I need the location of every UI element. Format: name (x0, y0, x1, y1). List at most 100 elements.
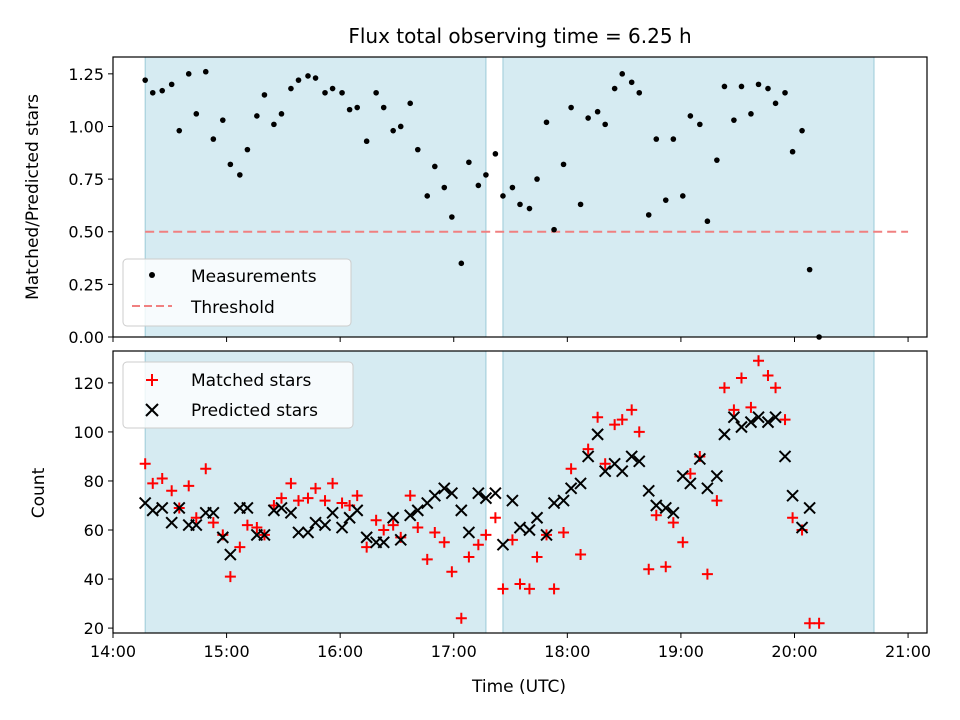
measurement-point (458, 260, 465, 267)
predicted-stars-point (165, 516, 178, 529)
measurement-point (517, 201, 523, 208)
predicted-stars-point (530, 511, 544, 524)
x-tick-label: 17:00 (431, 642, 477, 661)
predicted-stars-point (506, 494, 519, 507)
top-shaded-interval (502, 56, 875, 338)
bottom-legend-box (122, 361, 354, 429)
x-tick-label: 15:00 (204, 642, 250, 661)
predicted-stars-point (403, 509, 417, 522)
measurement-point (159, 87, 166, 94)
predicted-stars-point (625, 450, 638, 463)
measurement-point (738, 83, 745, 90)
measurement-point (772, 100, 779, 107)
measurement-point (509, 184, 516, 191)
predicted-stars-point (581, 450, 595, 463)
predicted-stars-point (744, 415, 758, 429)
measurement-point (619, 71, 626, 77)
measurement-point (526, 205, 533, 212)
measurement-point (765, 85, 771, 92)
matched-stars-point (592, 411, 604, 423)
predicted-stars-point (727, 411, 741, 424)
measurement-point (168, 81, 175, 88)
predicted-stars-point (267, 504, 281, 517)
matched-stars-point (234, 541, 246, 553)
measurement-point (704, 218, 711, 225)
measurement-point (261, 92, 268, 98)
measurement-point (748, 111, 754, 117)
measurement-point (449, 214, 455, 220)
measurement-point (594, 108, 601, 115)
measurement-point (492, 151, 499, 157)
measurement-point (142, 77, 148, 83)
matched-stars-point (684, 468, 696, 480)
predicted-stars-point (301, 526, 315, 539)
top-y-tick-label: 0.00 (68, 328, 104, 347)
measurement-point (278, 111, 285, 117)
predicted-stars-point (377, 536, 390, 549)
matched-stars-point (302, 492, 314, 504)
top-y-tick-label: 0.50 (68, 223, 104, 242)
matched-stars-point (310, 482, 322, 494)
predicted-stars-point (156, 501, 169, 515)
matched-stars-point (531, 551, 543, 563)
bottom-y-tick-label: 40 (84, 570, 104, 589)
measurement-point (789, 148, 796, 155)
matched-stars-point (207, 517, 219, 529)
matched-stars-point (241, 519, 253, 531)
predicted-stars-point (292, 526, 305, 539)
matched-stars-point (558, 526, 570, 538)
legend-threshold-label: Threshold (190, 298, 275, 318)
predicted-stars-point (598, 464, 612, 478)
predicted-stars-point (472, 487, 485, 500)
bottom-y-tick-label: 100 (73, 423, 104, 442)
x-tick-label: 16:00 (317, 642, 363, 661)
measurement-point (432, 163, 438, 170)
matched-stars-point (667, 517, 679, 529)
measurement-point (354, 104, 361, 111)
matched-stars-point (147, 477, 159, 489)
chart-title: Flux total observing time = 6.25 h (348, 24, 691, 48)
matched-stars-point (446, 566, 458, 578)
predicted-stars-point (761, 415, 775, 429)
predicted-stars-point (591, 428, 604, 441)
matched-stars-point (370, 514, 382, 526)
predicted-stars-point (350, 504, 364, 517)
measurement-point (653, 136, 660, 142)
measurement-point (295, 77, 302, 83)
predicted-stars-point (667, 506, 680, 520)
top-y-tick-label: 1.00 (68, 117, 104, 136)
bottom-y-tick-label: 120 (73, 374, 104, 393)
predicted-stars-point (224, 548, 237, 561)
bottom-plot-frame (112, 350, 928, 634)
predicted-stars-point (557, 494, 570, 507)
measurement-point (636, 89, 643, 96)
matched-stars-point (701, 568, 713, 580)
measurement-point (390, 127, 396, 134)
measurement-point (755, 81, 762, 88)
predicted-stars-point (633, 455, 646, 468)
measurement-point (227, 161, 234, 168)
predicted-stars-point (710, 469, 724, 483)
matched-stars-point (753, 355, 765, 367)
x-tick-label: 18:00 (544, 642, 590, 661)
matched-stars-point (813, 617, 825, 629)
matched-stars-point (762, 370, 774, 382)
matched-stars-point (378, 524, 390, 536)
matched-stars-point (489, 512, 501, 524)
legend-measurements-label: Measurements (191, 267, 317, 287)
measurement-point (714, 157, 720, 163)
predicted-stars-point (564, 482, 578, 495)
top-y-axis-label: Matched/Predicted stars (23, 94, 43, 300)
predicted-stars-point (496, 538, 510, 551)
measurement-point (534, 176, 540, 182)
matched-stars-point (497, 583, 509, 595)
measurement-point (373, 89, 379, 96)
top-y-ticks: 0.00 0.25 0.50 0.75 1.00 1.25 (68, 65, 113, 347)
measurement-point (176, 127, 183, 134)
matched-stars-point (633, 426, 645, 438)
x-tick-label: 14:00 (90, 642, 136, 661)
matched-stars-point (787, 512, 799, 524)
predicted-stars-point (207, 506, 220, 520)
predicted-stars-point (489, 487, 502, 500)
measurement-point (721, 83, 728, 90)
